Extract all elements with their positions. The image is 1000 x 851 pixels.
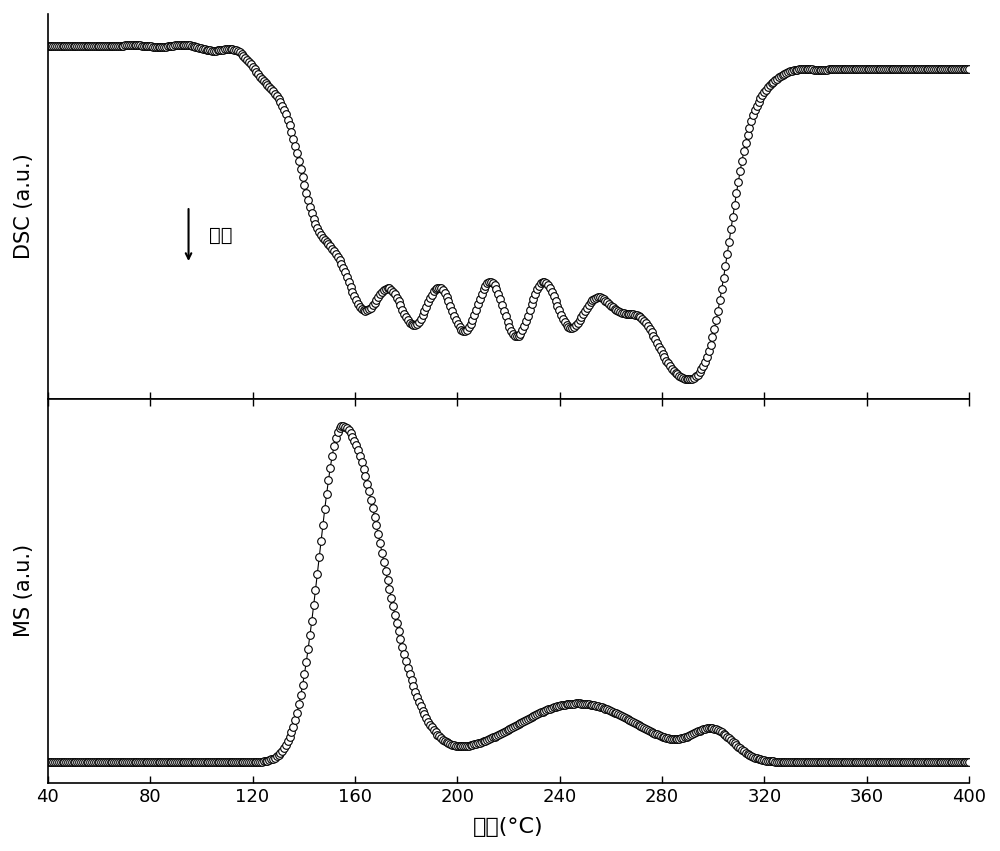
X-axis label: 温度(°C): 温度(°C) (473, 817, 544, 837)
Text: 吸热: 吸热 (209, 226, 233, 244)
Y-axis label: DSC (a.u.): DSC (a.u.) (14, 153, 34, 259)
Y-axis label: MS (a.u.): MS (a.u.) (14, 545, 34, 637)
